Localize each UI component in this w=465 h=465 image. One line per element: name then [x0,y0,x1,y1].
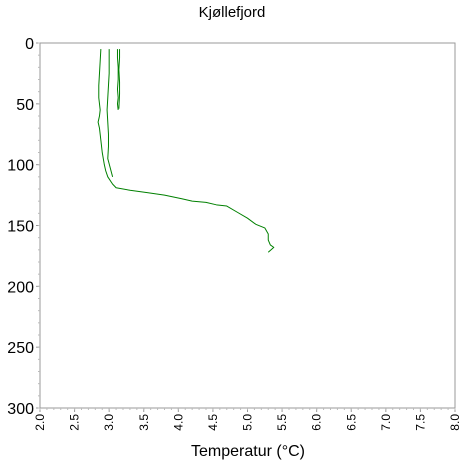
chart-title: Kjøllefjord [199,4,266,21]
x-tick-label: 5.5 [275,414,289,431]
x-tick-label: 4.5 [206,414,220,431]
x-tick-label: 3.5 [137,414,151,431]
x-tick-label: 3.0 [102,414,116,431]
x-tick-label: 8.0 [448,414,462,431]
x-tick-label: 6.0 [310,414,324,431]
x-tick-label: 5.0 [241,414,255,431]
y-tick-label: 300 [7,401,34,418]
y-tick-label: 250 [7,340,34,357]
y-axis: 0 50 100 150 200 250 300 [7,36,40,418]
x-tick-label: 6.5 [344,414,358,431]
series-line-4 [118,49,121,109]
series-group [97,49,275,253]
series-line-1 [97,49,275,253]
x-tick-label: 2.0 [33,414,47,431]
x-axis-label: Temperatur (°C) [191,443,305,460]
y-tick-label: 100 [7,158,34,175]
x-tick-label: 7.0 [379,414,393,431]
x-tick-label: 7.5 [413,414,427,431]
series-line-3 [116,49,119,110]
y-tick-label: 200 [7,279,34,296]
x-tick-label: 2.5 [68,414,82,431]
y-tick-label: 150 [7,219,34,236]
x-axis: 2.0 2.5 3.0 3.5 4.0 4.5 5.0 5.5 6.0 6.5 7.0 7.5 8.0 [33,408,462,431]
plot-frame [39,42,456,409]
x-tick-label: 4.0 [171,414,185,431]
y-tick-label: 50 [16,97,34,114]
y-tick-label: 0 [25,36,34,53]
series-line-2 [106,49,114,177]
